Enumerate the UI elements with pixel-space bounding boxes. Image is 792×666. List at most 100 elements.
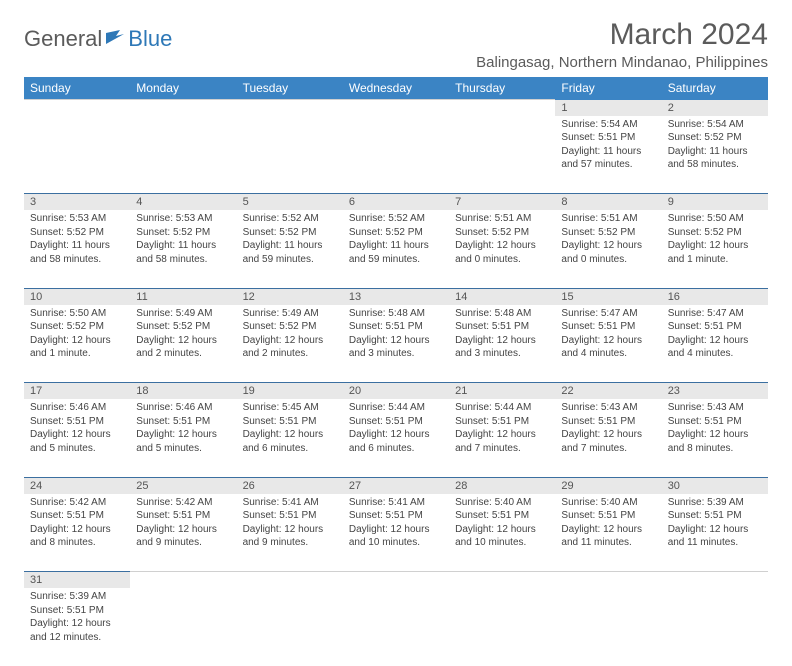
day-data-cell: Sunrise: 5:45 AMSunset: 5:51 PMDaylight:… (237, 399, 343, 477)
daylight-text: Daylight: 12 hours and 10 minutes. (349, 523, 443, 550)
sunrise-text: Sunrise: 5:42 AM (136, 496, 230, 510)
day-header-row: Sunday Monday Tuesday Wednesday Thursday… (24, 77, 768, 100)
sunset-text: Sunset: 5:51 PM (349, 320, 443, 334)
sunrise-text: Sunrise: 5:41 AM (243, 496, 337, 510)
day-data-row: Sunrise: 5:39 AMSunset: 5:51 PMDaylight:… (24, 588, 768, 666)
day-number-cell: 17 (24, 383, 130, 400)
day-number-cell (343, 100, 449, 116)
sunset-text: Sunset: 5:51 PM (243, 509, 337, 523)
day-number-cell: 22 (555, 383, 661, 400)
sunset-text: Sunset: 5:52 PM (136, 226, 230, 240)
daylight-text: Daylight: 12 hours and 3 minutes. (349, 334, 443, 361)
day-number-cell: 19 (237, 383, 343, 400)
sunrise-text: Sunrise: 5:53 AM (30, 212, 124, 226)
day-data-cell: Sunrise: 5:47 AMSunset: 5:51 PMDaylight:… (662, 305, 768, 383)
daylight-text: Daylight: 12 hours and 9 minutes. (243, 523, 337, 550)
day-data-cell: Sunrise: 5:39 AMSunset: 5:51 PMDaylight:… (24, 588, 130, 666)
daylight-text: Daylight: 12 hours and 3 minutes. (455, 334, 549, 361)
day-number-cell: 15 (555, 288, 661, 305)
day-header: Monday (130, 77, 236, 100)
day-data-cell: Sunrise: 5:47 AMSunset: 5:51 PMDaylight:… (555, 305, 661, 383)
sunset-text: Sunset: 5:52 PM (668, 131, 762, 145)
day-data-cell: Sunrise: 5:46 AMSunset: 5:51 PMDaylight:… (130, 399, 236, 477)
daylight-text: Daylight: 11 hours and 57 minutes. (561, 145, 655, 172)
daylight-text: Daylight: 12 hours and 1 minute. (668, 239, 762, 266)
day-number-cell: 16 (662, 288, 768, 305)
day-data-cell: Sunrise: 5:40 AMSunset: 5:51 PMDaylight:… (555, 494, 661, 572)
sunrise-text: Sunrise: 5:45 AM (243, 401, 337, 415)
sunset-text: Sunset: 5:51 PM (561, 415, 655, 429)
sunset-text: Sunset: 5:52 PM (243, 226, 337, 240)
day-number-cell: 2 (662, 100, 768, 116)
daylight-text: Daylight: 12 hours and 7 minutes. (561, 428, 655, 455)
day-number-cell (449, 572, 555, 589)
daylight-text: Daylight: 12 hours and 4 minutes. (561, 334, 655, 361)
day-number-cell (130, 572, 236, 589)
sunset-text: Sunset: 5:52 PM (30, 226, 124, 240)
sunset-text: Sunset: 5:51 PM (561, 131, 655, 145)
sunset-text: Sunset: 5:51 PM (668, 320, 762, 334)
daylight-text: Daylight: 11 hours and 59 minutes. (349, 239, 443, 266)
sunrise-text: Sunrise: 5:40 AM (561, 496, 655, 510)
daylight-text: Daylight: 12 hours and 0 minutes. (455, 239, 549, 266)
sunrise-text: Sunrise: 5:48 AM (455, 307, 549, 321)
sunrise-text: Sunrise: 5:54 AM (561, 118, 655, 132)
logo: General Blue (24, 18, 172, 52)
day-data-cell: Sunrise: 5:41 AMSunset: 5:51 PMDaylight:… (343, 494, 449, 572)
day-data-cell: Sunrise: 5:50 AMSunset: 5:52 PMDaylight:… (662, 210, 768, 288)
day-number-cell (449, 100, 555, 116)
day-number-cell: 4 (130, 194, 236, 211)
sunrise-text: Sunrise: 5:49 AM (136, 307, 230, 321)
logo-text-1: General (24, 26, 102, 52)
title-block: March 2024 Balingasag, Northern Mindanao… (476, 18, 768, 71)
daylight-text: Daylight: 12 hours and 6 minutes. (349, 428, 443, 455)
day-number-row: 24252627282930 (24, 477, 768, 494)
daylight-text: Daylight: 12 hours and 2 minutes. (243, 334, 337, 361)
sunset-text: Sunset: 5:51 PM (349, 509, 443, 523)
sunrise-text: Sunrise: 5:46 AM (136, 401, 230, 415)
sunset-text: Sunset: 5:52 PM (30, 320, 124, 334)
day-number-row: 17181920212223 (24, 383, 768, 400)
daylight-text: Daylight: 12 hours and 2 minutes. (136, 334, 230, 361)
header: General Blue March 2024 Balingasag, Nort… (24, 18, 768, 71)
sunset-text: Sunset: 5:51 PM (668, 509, 762, 523)
day-number-cell: 8 (555, 194, 661, 211)
day-data-cell (237, 116, 343, 194)
day-data-cell (130, 116, 236, 194)
day-data-cell (343, 116, 449, 194)
sunset-text: Sunset: 5:51 PM (349, 415, 443, 429)
sunset-text: Sunset: 5:51 PM (30, 604, 124, 618)
day-number-cell: 18 (130, 383, 236, 400)
sunrise-text: Sunrise: 5:52 AM (349, 212, 443, 226)
day-number-cell: 21 (449, 383, 555, 400)
day-data-cell: Sunrise: 5:54 AMSunset: 5:52 PMDaylight:… (662, 116, 768, 194)
day-data-cell: Sunrise: 5:44 AMSunset: 5:51 PMDaylight:… (343, 399, 449, 477)
daylight-text: Daylight: 12 hours and 5 minutes. (136, 428, 230, 455)
sunset-text: Sunset: 5:51 PM (136, 415, 230, 429)
sunset-text: Sunset: 5:51 PM (668, 415, 762, 429)
sunrise-text: Sunrise: 5:51 AM (561, 212, 655, 226)
calendar-table: Sunday Monday Tuesday Wednesday Thursday… (24, 77, 768, 666)
day-number-cell (237, 572, 343, 589)
sunrise-text: Sunrise: 5:46 AM (30, 401, 124, 415)
daylight-text: Daylight: 12 hours and 8 minutes. (668, 428, 762, 455)
day-data-cell: Sunrise: 5:46 AMSunset: 5:51 PMDaylight:… (24, 399, 130, 477)
day-header: Friday (555, 77, 661, 100)
sunrise-text: Sunrise: 5:50 AM (30, 307, 124, 321)
sunrise-text: Sunrise: 5:42 AM (30, 496, 124, 510)
day-data-cell: Sunrise: 5:52 AMSunset: 5:52 PMDaylight:… (237, 210, 343, 288)
day-number-cell (130, 100, 236, 116)
day-number-cell: 10 (24, 288, 130, 305)
calendar-body: 12Sunrise: 5:54 AMSunset: 5:51 PMDayligh… (24, 100, 768, 666)
daylight-text: Daylight: 12 hours and 8 minutes. (30, 523, 124, 550)
daylight-text: Daylight: 12 hours and 10 minutes. (455, 523, 549, 550)
day-number-cell: 23 (662, 383, 768, 400)
sunset-text: Sunset: 5:52 PM (243, 320, 337, 334)
day-data-row: Sunrise: 5:46 AMSunset: 5:51 PMDaylight:… (24, 399, 768, 477)
day-data-row: Sunrise: 5:42 AMSunset: 5:51 PMDaylight:… (24, 494, 768, 572)
day-data-cell (343, 588, 449, 666)
sunrise-text: Sunrise: 5:44 AM (349, 401, 443, 415)
day-number-cell: 6 (343, 194, 449, 211)
day-data-cell (449, 116, 555, 194)
day-data-cell: Sunrise: 5:42 AMSunset: 5:51 PMDaylight:… (130, 494, 236, 572)
